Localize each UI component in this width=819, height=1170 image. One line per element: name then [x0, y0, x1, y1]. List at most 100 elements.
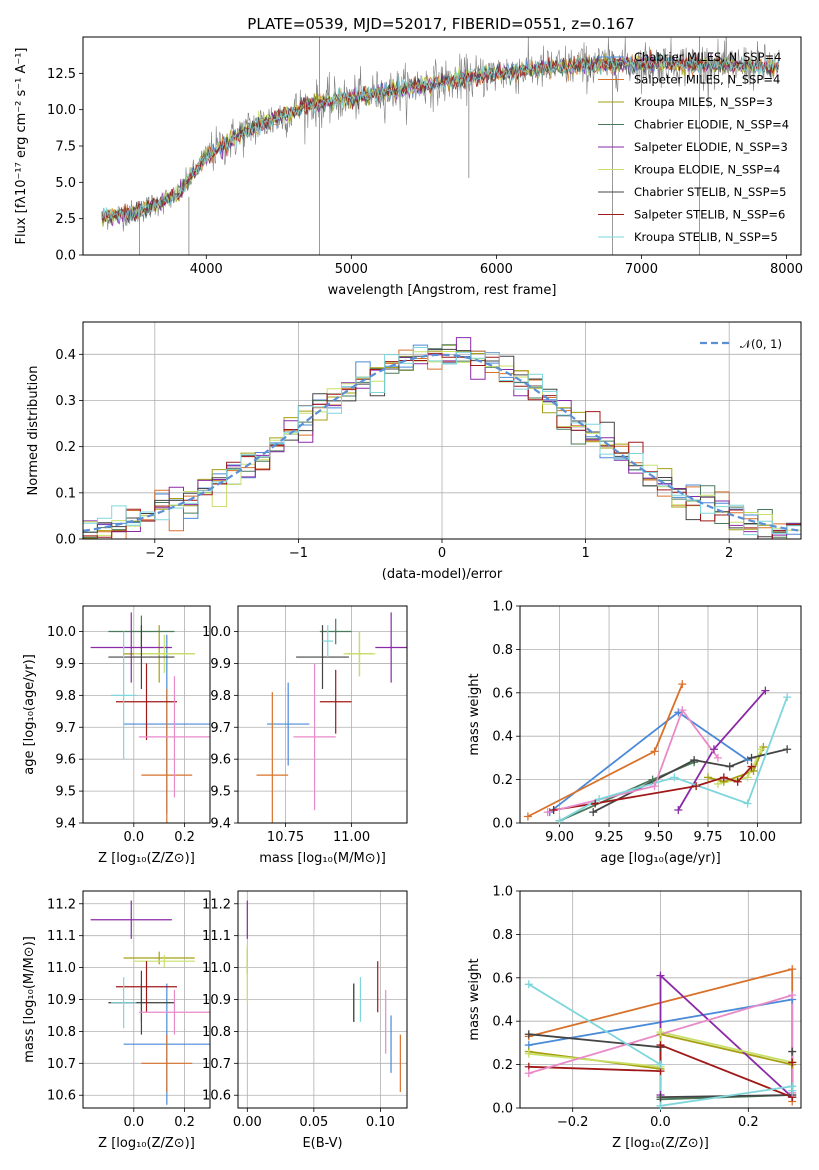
y-tick-label: 0.3 — [55, 394, 76, 409]
y-tick-label: 10.9 — [202, 993, 231, 1008]
x-tick-label: 0.0 — [123, 830, 144, 845]
weight-marker — [650, 747, 659, 756]
weight-marker — [692, 782, 701, 791]
weight-marker — [690, 756, 699, 765]
x-tick-label: 0.00 — [233, 1115, 262, 1130]
x-tick-label: 0.2 — [738, 1115, 759, 1130]
y-tick-label: 0.4 — [492, 1015, 513, 1030]
legend-label: Chabrier ELODIE, N_SSP=4 — [634, 118, 789, 132]
axes-frame — [82, 605, 211, 824]
y-tick-label: 2.5 — [55, 212, 76, 227]
weight-marker — [656, 1093, 665, 1102]
age-vs-mass-panel: 10.75 11.00 9.4 9.5 9.6 9.7 9.8 9.9 10.0 mass [lo… — [202, 605, 408, 866]
legend-label: 𝒩(0, 1) — [740, 337, 782, 351]
weight-marker — [595, 795, 604, 804]
x-tick-label: −1 — [289, 546, 308, 561]
y-tick-label: 9.7 — [210, 721, 231, 736]
y-tick-label: 10.7 — [202, 1057, 231, 1072]
y-tick-label: 10.0 — [47, 103, 76, 118]
weight-marker — [656, 1041, 665, 1050]
weight-marker — [709, 745, 718, 754]
model-spectrum — [101, 52, 779, 223]
axes-frame — [237, 605, 408, 824]
residual-histogram — [83, 347, 801, 536]
weight-marker — [761, 686, 770, 695]
y-tick-label: 9.5 — [55, 785, 76, 800]
y-tick-label: 11.0 — [47, 961, 76, 976]
y-tick-label: 10.7 — [47, 1057, 76, 1072]
y-tick-label: 10.6 — [202, 1089, 231, 1104]
plot-area — [90, 612, 210, 823]
weight-marker — [788, 1086, 797, 1095]
plot-area — [83, 337, 801, 539]
x-axis-label: Z [log₁₀(Z/Z⊙)] — [98, 851, 195, 866]
weight-marker — [543, 808, 552, 817]
y-tick-label: 0.8 — [492, 928, 513, 943]
weight-marker — [524, 1030, 533, 1039]
weight-marker — [523, 812, 532, 821]
legend-label: Salpeter ELODIE, N_SSP=3 — [634, 140, 788, 154]
x-axis-label: age [log₁₀(age/yr)] — [600, 851, 721, 866]
x-tick-label: −0.2 — [557, 1115, 589, 1130]
y-axis-label: Normed distribution — [26, 366, 41, 496]
weight-marker — [591, 799, 600, 808]
x-tick-label: 6000 — [480, 262, 513, 277]
weight-marker — [674, 805, 683, 814]
axes-frame — [82, 36, 802, 256]
plot-area — [101, 37, 780, 255]
x-tick-label: 9.25 — [595, 830, 624, 845]
x-tick-label: 0.0 — [123, 1115, 144, 1130]
y-tick-label: 10.9 — [47, 993, 76, 1008]
weight-marker — [725, 762, 734, 771]
x-tick-label: 5000 — [335, 262, 368, 277]
age-vs-metallicity-panel: 0.0 0.2 9.4 9.5 9.6 9.7 9.8 9.9 10.0 Z [log₁₀(Z/Z… — [22, 605, 211, 866]
y-tick-label: 0.1 — [55, 486, 76, 501]
y-tick-label: 11.0 — [202, 961, 231, 976]
legend: Chabrier MILES, N_SSP=4 Salpeter MILES, N… — [598, 50, 789, 244]
axes-frame — [82, 890, 211, 1109]
legend-label: Chabrier MILES, N_SSP=4 — [634, 50, 781, 64]
weight-marker — [703, 773, 712, 782]
y-tick-label: 0.2 — [492, 773, 513, 788]
x-tick-label: 0 — [438, 546, 446, 561]
x-tick-label: 9.00 — [545, 830, 574, 845]
weight-marker — [743, 773, 752, 782]
y-tick-label: 0.4 — [492, 730, 513, 745]
y-tick-label: 9.8 — [210, 689, 231, 704]
x-axis-label: (data-model)/error — [382, 567, 503, 582]
model-spectrum — [101, 49, 779, 223]
y-tick-label: 9.9 — [210, 657, 231, 672]
weight-marker — [650, 782, 659, 791]
x-tick-label: 9.75 — [694, 830, 723, 845]
x-tick-label: 0.0 — [650, 1115, 671, 1130]
weight-marker — [747, 762, 756, 771]
y-tick-label: 11.2 — [202, 897, 231, 912]
y-axis-label: mass weight — [467, 958, 482, 1040]
weight-marker — [788, 1047, 797, 1056]
x-tick-label: 11.00 — [333, 830, 370, 845]
weight-marker — [747, 753, 756, 762]
spectrum-panel: 4000 5000 6000 7000 8000 0.0 2.5 5.0 7.5 10.0 12.5… — [14, 36, 803, 298]
weight-marker — [719, 773, 728, 782]
y-tick-label: 0.0 — [492, 1102, 513, 1117]
y-tick-label: 1.0 — [492, 600, 513, 615]
y-axis-label: mass [log₁₀(M/M⊙)] — [22, 936, 37, 1063]
y-tick-label: 0.2 — [492, 1058, 513, 1073]
weight-marker — [524, 1049, 533, 1058]
weight-marker — [783, 693, 792, 702]
gaussian-curve — [83, 353, 801, 532]
weight-marker — [524, 1069, 533, 1078]
x-axis-label: mass [log₁₀(M/M⊙)] — [259, 851, 386, 866]
weight-marker — [656, 1101, 665, 1110]
legend: 𝒩(0, 1) — [700, 337, 782, 351]
weight-marker — [788, 1058, 797, 1067]
x-tick-label: 0.10 — [366, 1115, 395, 1130]
x-tick-label: 0.2 — [174, 830, 195, 845]
legend-label: Kroupa ELODIE, N_SSP=4 — [634, 163, 780, 177]
y-tick-label: 9.6 — [210, 753, 231, 768]
y-tick-label: 12.5 — [47, 67, 76, 82]
y-tick-label: 9.7 — [55, 721, 76, 736]
weight-marker — [733, 777, 742, 786]
legend-label: Kroupa STELIB, N_SSP=5 — [634, 230, 778, 244]
